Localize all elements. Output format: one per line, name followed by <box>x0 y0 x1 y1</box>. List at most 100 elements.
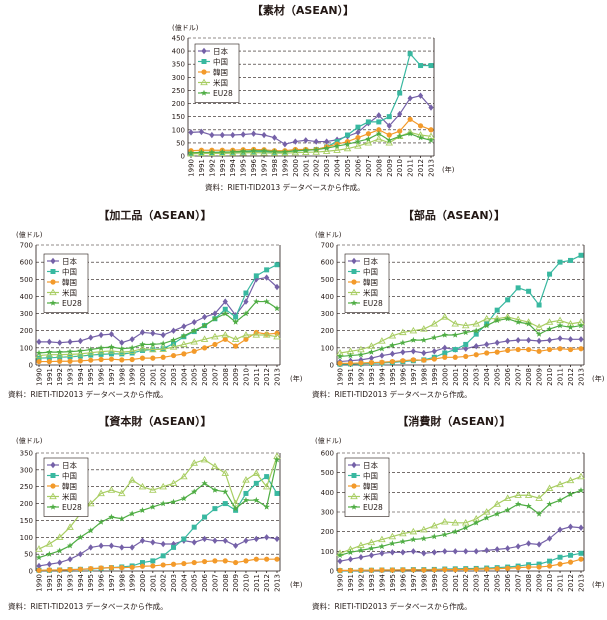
data-point <box>57 567 63 573</box>
data-point <box>57 358 63 364</box>
data-point <box>431 549 437 556</box>
data-point <box>190 459 198 466</box>
data-point <box>171 544 177 550</box>
data-point <box>149 503 156 510</box>
data-point <box>108 330 115 338</box>
data-point <box>473 327 480 334</box>
data-point <box>505 347 511 354</box>
data-point <box>494 510 501 517</box>
y-tick-label: 100 <box>321 344 334 352</box>
data-point <box>200 335 209 342</box>
data-point <box>252 469 261 476</box>
data-point <box>77 347 84 354</box>
data-point <box>222 336 228 342</box>
data-point <box>463 566 469 573</box>
data-point <box>160 500 167 507</box>
data-point <box>292 147 299 154</box>
series-4 <box>336 315 585 360</box>
data-point <box>578 252 584 258</box>
x-tick-label: 2009 <box>386 159 394 177</box>
data-point <box>77 337 83 345</box>
data-point <box>201 322 208 329</box>
y-tick-label: 200 <box>321 327 334 335</box>
data-point <box>180 495 188 502</box>
x-tick-label: 2007 <box>211 368 219 386</box>
series-3 <box>35 331 281 359</box>
x-tick-label: 1997 <box>410 574 418 592</box>
data-point <box>494 349 500 355</box>
x-tick-label: 2003 <box>473 574 481 592</box>
x-tick-label: 2008 <box>525 368 533 386</box>
data-point <box>368 360 375 366</box>
data-point <box>431 567 437 573</box>
data-point <box>484 341 490 348</box>
data-point <box>240 147 247 154</box>
data-point <box>505 297 511 303</box>
data-point <box>35 349 43 356</box>
series-4 <box>35 298 281 356</box>
data-point <box>36 567 42 573</box>
data-point <box>170 561 177 567</box>
data-point <box>484 547 490 554</box>
data-point <box>567 336 574 343</box>
data-point <box>472 319 480 327</box>
legend-label: 日本 <box>363 256 378 266</box>
data-point <box>46 561 52 568</box>
x-tick-label: 2010 <box>546 574 554 592</box>
legend-label: 中国 <box>363 266 378 276</box>
data-point <box>150 539 156 546</box>
data-point <box>119 565 125 571</box>
data-point <box>243 537 249 544</box>
x-tick-label: 1998 <box>118 574 126 592</box>
legend-label: 日本 <box>213 46 228 56</box>
data-point <box>483 514 490 521</box>
x-tick-label: 1991 <box>46 368 54 386</box>
data-point <box>407 116 413 122</box>
data-point <box>233 314 239 320</box>
x-tick-label: 1992 <box>56 368 64 386</box>
data-point <box>578 550 584 556</box>
chart-consumer: 【消費財（ASEAN）】 (億ドル) 0 100 200 300 400 500 600 1990… <box>312 414 605 611</box>
data-point <box>577 472 585 480</box>
data-point <box>397 90 403 96</box>
data-point <box>181 323 187 330</box>
x-tick-label: 2005 <box>344 159 352 177</box>
data-point <box>546 325 553 332</box>
y-tick-label: 400 <box>321 489 334 497</box>
data-point <box>514 318 522 325</box>
data-point <box>333 146 341 153</box>
data-point <box>139 563 146 569</box>
data-point <box>484 350 490 356</box>
data-point <box>494 339 500 346</box>
data-point <box>461 321 470 329</box>
data-point <box>431 348 437 355</box>
x-tick-label: 2003 <box>170 574 178 592</box>
x-tick-label: 1993 <box>368 368 376 386</box>
y-tick-label: 150 <box>172 113 185 121</box>
data-point <box>355 124 361 130</box>
x-tick-label: 2010 <box>242 574 250 592</box>
legend-marker <box>200 78 208 86</box>
data-point <box>160 540 166 548</box>
x-tick-label: 2010 <box>242 368 250 386</box>
y-tick-label: 100 <box>321 548 334 556</box>
x-tick-label: 1990 <box>337 574 345 592</box>
legend-marker <box>201 69 207 75</box>
data-point <box>212 537 218 544</box>
data-point <box>473 331 479 337</box>
series-4 <box>35 456 281 561</box>
data-point <box>427 136 435 143</box>
data-point <box>139 347 145 353</box>
data-point <box>160 340 167 347</box>
data-point <box>230 131 236 139</box>
legend-marker <box>50 279 56 285</box>
legend-marker <box>351 483 357 489</box>
data-point <box>355 129 361 136</box>
data-point <box>378 543 386 550</box>
data-point <box>180 472 188 480</box>
data-point <box>77 550 83 558</box>
data-point <box>386 122 392 130</box>
x-tick-label: 2004 <box>483 367 491 385</box>
x-tick-label: 1991 <box>46 574 54 592</box>
